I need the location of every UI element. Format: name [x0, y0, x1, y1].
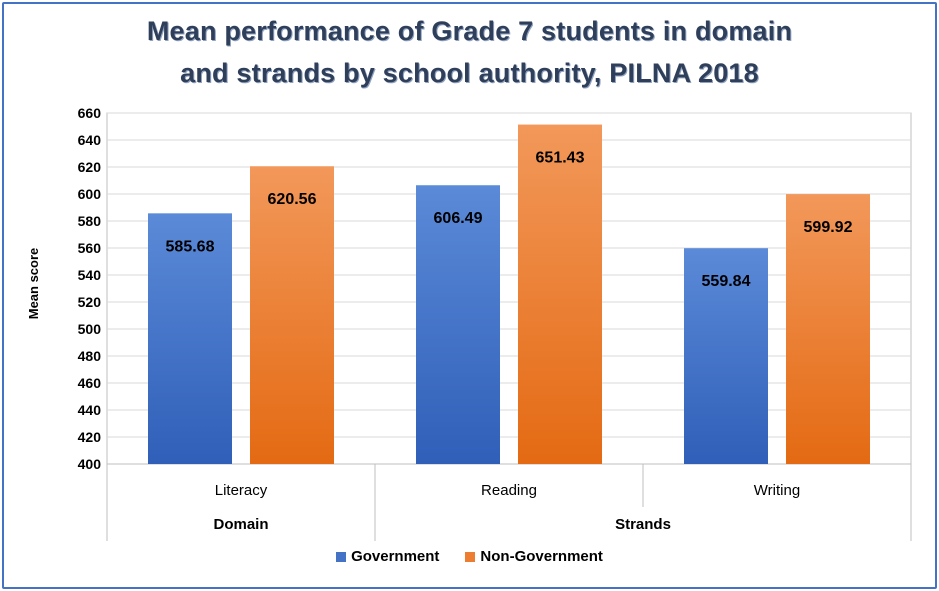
data-label: 559.84	[702, 273, 751, 290]
legend-label-government: Government	[351, 548, 440, 565]
data-label: 606.49	[434, 210, 483, 227]
group-label: Domain	[213, 516, 268, 533]
y-tick-label: 620	[78, 159, 102, 175]
legend-item-non-government: Non-Government	[465, 548, 603, 565]
chart-title-line-1: Mean performance of Grade 7 students in …	[146, 16, 793, 46]
bar-government-reading	[416, 185, 500, 464]
y-axis-label: Mean score	[26, 248, 41, 320]
y-tick-label: 580	[78, 213, 102, 229]
bar-non-government-literacy	[250, 166, 334, 464]
legend-label-non-government: Non-Government	[480, 548, 603, 565]
plot-area	[106, 112, 912, 465]
category-label: Reading	[481, 482, 537, 499]
y-tick-label: 540	[78, 267, 102, 283]
data-label: 585.68	[166, 238, 215, 255]
legend-swatch-government	[336, 551, 347, 562]
y-tick-label: 460	[78, 375, 102, 391]
bar-government-writing	[684, 248, 768, 464]
bar-government-literacy	[148, 213, 232, 464]
y-tick-label: 560	[78, 240, 102, 256]
legend: Government Non-Government	[0, 548, 939, 565]
data-label: 651.43	[536, 150, 585, 167]
y-tick-label: 600	[78, 186, 102, 202]
y-tick-label: 440	[78, 402, 102, 418]
y-tick-label: 640	[78, 132, 102, 148]
data-label: 620.56	[268, 191, 317, 208]
bar-non-government-writing	[786, 194, 870, 464]
category-label: Writing	[754, 482, 800, 499]
data-label: 599.92	[804, 219, 853, 236]
y-tick-label: 520	[78, 294, 102, 310]
chart-title-line-2: and strands by school authority, PILNA 2…	[180, 58, 759, 88]
y-tick-label: 400	[78, 456, 102, 472]
y-tick-label: 660	[78, 105, 102, 121]
y-tick-label: 480	[78, 348, 102, 364]
legend-swatch-non-government	[465, 551, 476, 562]
y-tick-label: 500	[78, 321, 102, 337]
bar-non-government-reading	[518, 124, 602, 464]
chart-title: Mean performance of Grade 7 students in …	[0, 10, 939, 94]
category-label: Literacy	[215, 482, 268, 499]
legend-item-government: Government	[336, 548, 439, 565]
group-label: Strands	[615, 516, 671, 533]
y-tick-label: 420	[78, 429, 102, 445]
